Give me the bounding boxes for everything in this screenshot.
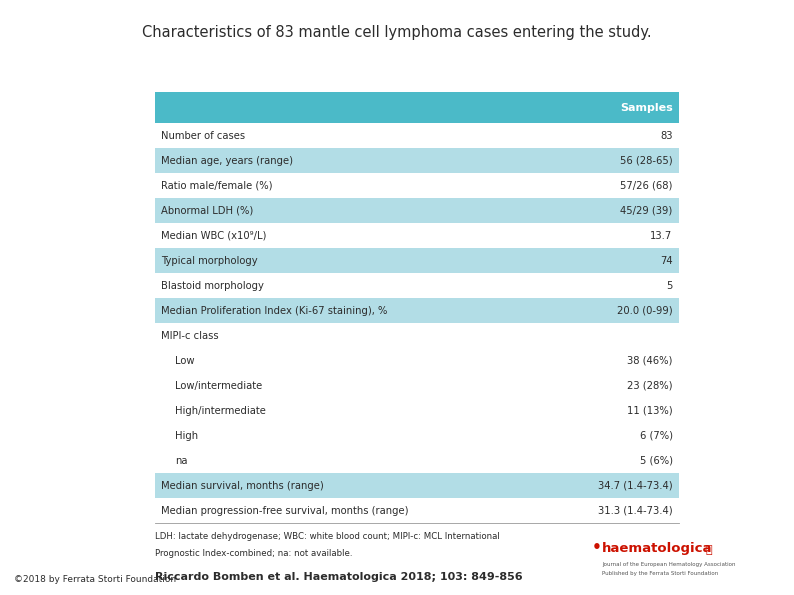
Text: 13.7: 13.7: [650, 231, 673, 240]
Text: High/intermediate: High/intermediate: [175, 406, 266, 415]
Text: Published by the Ferrata Storti Foundation: Published by the Ferrata Storti Foundati…: [602, 571, 718, 576]
Text: Riccardo Bomben et al. Haematologica 2018; 103: 849-856: Riccardo Bomben et al. Haematologica 201…: [155, 572, 522, 583]
Text: Median Proliferation Index (Ki-67 staining), %: Median Proliferation Index (Ki-67 staini…: [161, 306, 387, 315]
Text: haematologica: haematologica: [602, 541, 712, 555]
Text: Blastoid morphology: Blastoid morphology: [161, 281, 264, 290]
Text: 11 (13%): 11 (13%): [627, 406, 673, 415]
Text: Number of cases: Number of cases: [161, 131, 245, 140]
Text: 6 (7%): 6 (7%): [639, 431, 673, 440]
Bar: [155, 323, 679, 348]
Text: 57/26 (68): 57/26 (68): [620, 181, 673, 190]
Bar: [155, 498, 679, 523]
Bar: [155, 223, 679, 248]
Text: LDH: lactate dehydrogenase; WBC: white blood count; MIPI-c: MCL International: LDH: lactate dehydrogenase; WBC: white b…: [155, 532, 499, 541]
Text: 5 (6%): 5 (6%): [639, 456, 673, 465]
Text: 45/29 (39): 45/29 (39): [620, 206, 673, 215]
Text: 23 (28%): 23 (28%): [627, 381, 673, 390]
Text: MIPI-c class: MIPI-c class: [161, 331, 219, 340]
Text: 34.7 (1.4-73.4): 34.7 (1.4-73.4): [598, 481, 673, 490]
Bar: [155, 298, 679, 323]
Bar: [155, 148, 679, 173]
Bar: [155, 173, 679, 198]
Bar: [155, 273, 679, 298]
Text: Journal of the European Hematology Association: Journal of the European Hematology Assoc…: [602, 562, 735, 567]
Text: 38 (46%): 38 (46%): [627, 356, 673, 365]
Text: Abnormal LDH (%): Abnormal LDH (%): [161, 206, 253, 215]
Text: 🐟: 🐟: [705, 544, 711, 555]
Text: 31.3 (1.4-73.4): 31.3 (1.4-73.4): [598, 506, 673, 515]
Text: Characteristics of 83 mantle cell lymphoma cases entering the study.: Characteristics of 83 mantle cell lympho…: [142, 25, 652, 40]
Bar: [155, 473, 679, 498]
Text: Low/intermediate: Low/intermediate: [175, 381, 263, 390]
Bar: [155, 123, 679, 148]
Bar: [155, 92, 679, 123]
Text: Median survival, months (range): Median survival, months (range): [161, 481, 324, 490]
Text: ©2018 by Ferrata Storti Foundation: ©2018 by Ferrata Storti Foundation: [14, 575, 176, 584]
Text: Low: Low: [175, 356, 195, 365]
Bar: [155, 448, 679, 473]
Text: •: •: [592, 540, 601, 555]
Text: Prognostic Index-combined; na: not available.: Prognostic Index-combined; na: not avail…: [155, 549, 353, 558]
Text: Median age, years (range): Median age, years (range): [161, 156, 293, 165]
Bar: [155, 423, 679, 448]
Bar: [155, 373, 679, 398]
Bar: [155, 348, 679, 373]
Text: High: High: [175, 431, 198, 440]
Text: 83: 83: [660, 131, 673, 140]
Text: 74: 74: [660, 256, 673, 265]
Text: Samples: Samples: [620, 103, 673, 112]
Text: Median progression-free survival, months (range): Median progression-free survival, months…: [161, 506, 409, 515]
Bar: [155, 398, 679, 423]
Text: Median WBC (x10⁹/L): Median WBC (x10⁹/L): [161, 231, 267, 240]
Bar: [155, 198, 679, 223]
Text: Ratio male/female (%): Ratio male/female (%): [161, 181, 272, 190]
Text: 56 (28-65): 56 (28-65): [620, 156, 673, 165]
Text: Typical morphology: Typical morphology: [161, 256, 258, 265]
Bar: [155, 248, 679, 273]
Text: 5: 5: [666, 281, 673, 290]
Text: na: na: [175, 456, 188, 465]
Text: 20.0 (0-99): 20.0 (0-99): [617, 306, 673, 315]
